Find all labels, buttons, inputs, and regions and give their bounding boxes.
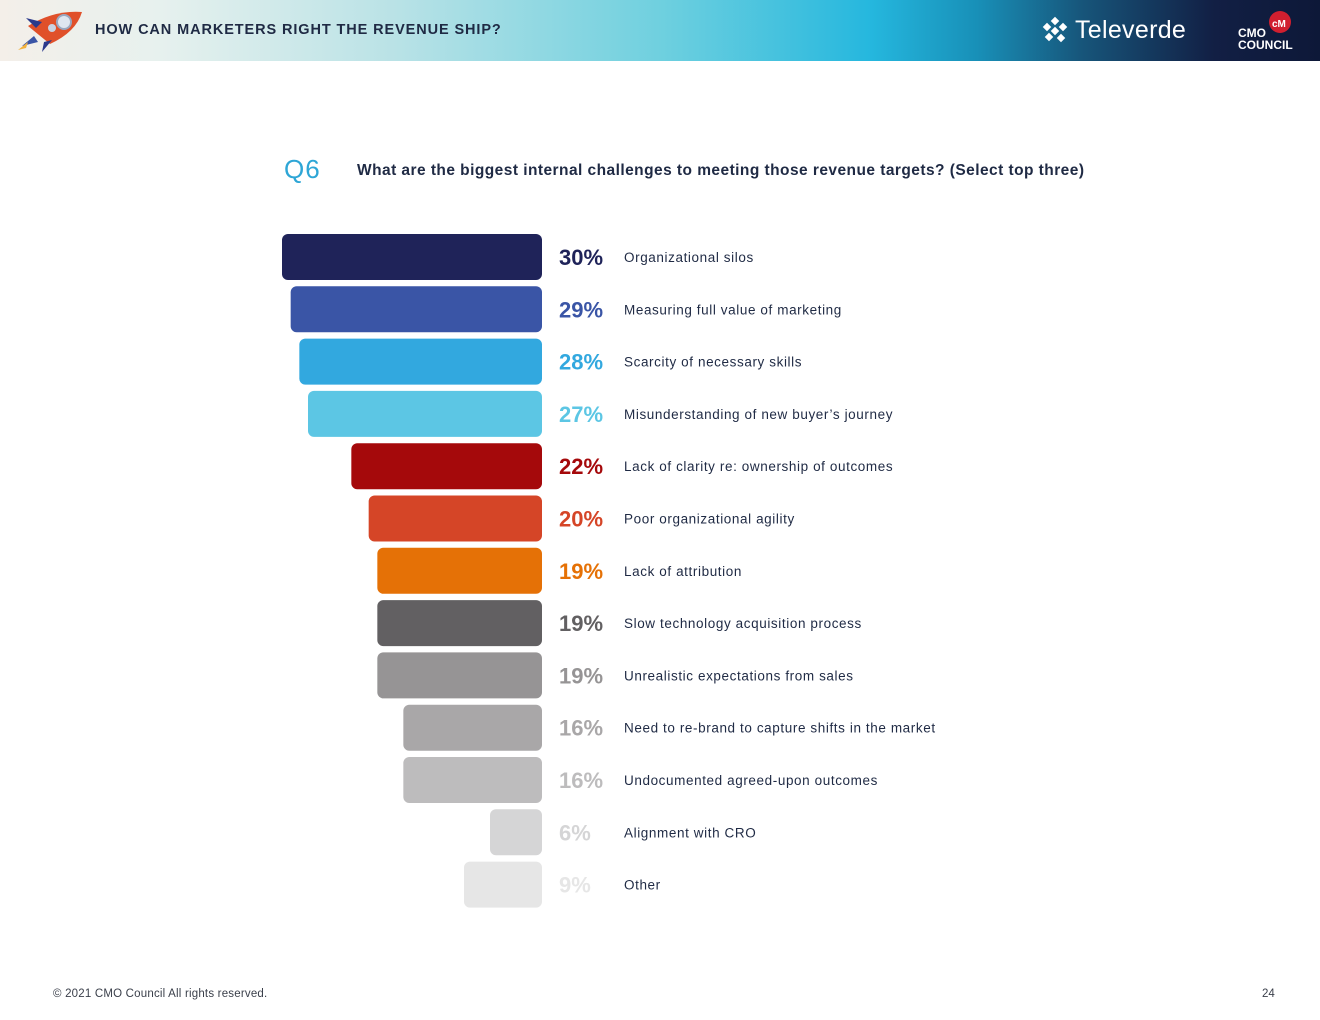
bar-0 — [282, 234, 542, 280]
bar-6 — [377, 547, 542, 594]
bar-category-label-4: Lack of clarity re: ownership of outcome… — [624, 459, 893, 474]
televerde-logo: Televerde — [1041, 13, 1186, 47]
bar-value-label-0: 30% — [559, 245, 603, 270]
bar-category-label-10: Undocumented agreed-upon outcomes — [624, 773, 878, 788]
page-number: 24 — [1262, 988, 1275, 1000]
bar-7 — [377, 600, 542, 647]
bar-value-label-10: 16% — [559, 768, 603, 793]
bar-value-label-11: 6% — [559, 820, 591, 845]
bar-8 — [377, 652, 542, 699]
question-text: What are the biggest internal challenges… — [357, 162, 1085, 179]
bar-4 — [351, 443, 542, 490]
bar-category-label-12: Other — [624, 878, 661, 893]
bar-1 — [290, 286, 542, 333]
bar-value-label-1: 29% — [559, 297, 603, 322]
bar-category-label-2: Scarcity of necessary skills — [624, 355, 802, 370]
cmo-logo-line1: CMO — [1238, 26, 1266, 40]
footer-copyright: © 2021 CMO Council All rights reserved. — [53, 988, 268, 1000]
bar-value-label-9: 16% — [559, 716, 603, 741]
svg-text:cM: cM — [1272, 19, 1286, 30]
bar-category-label-0: Organizational silos — [624, 250, 754, 265]
bar-value-label-5: 20% — [559, 507, 603, 532]
bar-value-label-3: 27% — [559, 402, 603, 427]
bar-5 — [368, 495, 542, 542]
bar-category-label-9: Need to re-brand to capture shifts in th… — [624, 721, 936, 736]
bar-value-label-2: 28% — [559, 350, 603, 375]
bar-value-label-12: 9% — [559, 873, 591, 898]
bar-value-label-6: 19% — [559, 559, 603, 584]
bar-value-label-4: 22% — [559, 454, 603, 479]
bar-11 — [490, 809, 542, 856]
bar-category-label-7: Slow technology acquisition process — [624, 616, 862, 631]
bar-10 — [403, 757, 542, 803]
bar-value-label-8: 19% — [559, 663, 603, 688]
televerde-mark-icon — [1042, 16, 1068, 43]
bar-3 — [308, 390, 542, 437]
cmo-council-logo: cM CMO COUNCIL — [1238, 11, 1293, 51]
question-number: Q6 — [284, 154, 321, 184]
bar-12 — [464, 861, 542, 908]
bar-9 — [403, 704, 542, 751]
bar-category-label-8: Unrealistic expectations from sales — [624, 668, 854, 683]
rocket-icon — [18, 11, 82, 52]
cmo-logo-line2: COUNCIL — [1238, 38, 1293, 51]
bar-category-label-5: Poor organizational agility — [624, 512, 795, 527]
bar-category-label-1: Measuring full value of marketing — [624, 302, 842, 317]
bar-value-label-7: 19% — [559, 611, 603, 636]
bar-category-label-6: Lack of attribution — [624, 564, 742, 579]
header-title: HOW CAN MARKETERS RIGHT THE REVENUE SHIP… — [95, 22, 502, 38]
televerde-logo-text: Televerde — [1075, 15, 1187, 44]
header-banner: HOW CAN MARKETERS RIGHT THE REVENUE SHIP… — [0, 0, 1320, 61]
bar-2 — [299, 338, 542, 385]
bar-category-label-11: Alignment with CRO — [624, 825, 756, 840]
bar-category-label-3: Misunderstanding of new buyer’s journey — [624, 407, 893, 422]
